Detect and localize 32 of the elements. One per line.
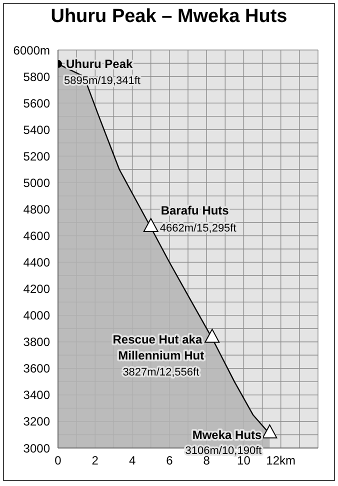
- x-tick-label: 6: [166, 454, 174, 468]
- x-tick-label: 12km: [266, 454, 296, 468]
- point: [204, 328, 220, 343]
- y-tick-label: 4800: [23, 202, 50, 216]
- y-tick-label: 4200: [23, 282, 50, 296]
- y-tick-label: 3600: [23, 362, 50, 376]
- y-tick-label: 5400: [23, 122, 50, 137]
- annotation: Millennium Hut: [118, 348, 204, 362]
- y-tick-label: 6000m: [13, 43, 50, 58]
- annotation: Mweka Huts: [192, 428, 262, 442]
- point: [143, 218, 158, 232]
- x-tick-label: 0: [54, 454, 62, 468]
- y-tick-label: 3400: [23, 388, 50, 402]
- annotation: 4662m/15,295ft: [160, 222, 236, 235]
- point: [262, 424, 278, 438]
- annotation: Rescue Hut aka: [112, 332, 202, 346]
- y-tick-label: 4000: [23, 308, 50, 323]
- y-tick-label: 5000: [23, 176, 50, 190]
- x-tick-label: 4: [128, 454, 136, 468]
- y-tick-label: 4600: [23, 228, 50, 243]
- y-tick-label: 3800: [23, 335, 50, 350]
- annotation: Barafu Huts: [160, 204, 230, 218]
- x-tick-label: 2: [92, 454, 99, 468]
- y-tick-label: 3200: [23, 414, 50, 429]
- annotation: 3827m/12,556ft: [122, 366, 200, 378]
- annotation: Uhuru Peak: [66, 56, 134, 71]
- y-tick-label: 4400: [23, 256, 50, 270]
- y-tick-label: 5200: [23, 149, 50, 164]
- chart-title: Uhuru Peak – Mweka Huts: [50, 6, 288, 28]
- y-tick-label: 3000: [23, 441, 50, 456]
- y-tick-label: 5600: [23, 96, 50, 110]
- y-tick-label: 5800: [23, 70, 50, 84]
